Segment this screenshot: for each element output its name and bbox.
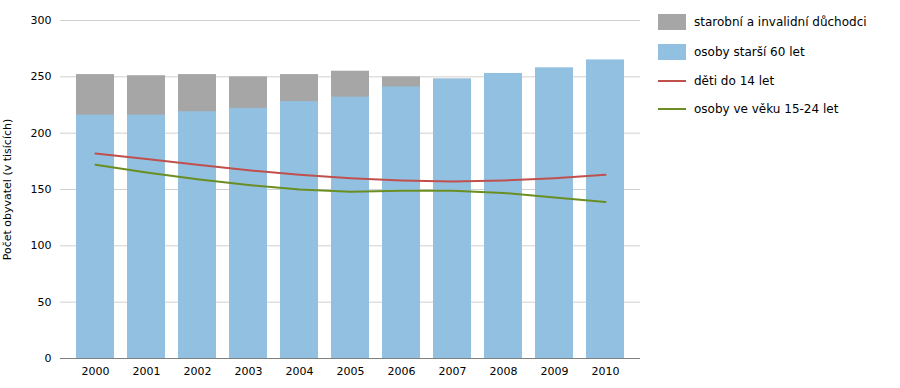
svg-text:2005: 2005 <box>337 365 365 378</box>
svg-text:2004: 2004 <box>286 365 314 378</box>
svg-text:200: 200 <box>31 127 52 140</box>
svg-text:2009: 2009 <box>541 365 569 378</box>
html-text:děti do 14 let: děti do 14 let <box>694 74 775 88</box>
svg-text:50: 50 <box>38 296 52 309</box>
svg-text:2002: 2002 <box>184 365 212 378</box>
html-text:osoby starší 60 let: osoby starší 60 let <box>694 45 805 59</box>
svg-text:2006: 2006 <box>388 365 416 378</box>
html-text:starobní a invalidní důchodci: starobní a invalidní důchodci <box>694 15 867 29</box>
svg-text:Počet obyvatel (v tisících): Počet obyvatel (v tisících) <box>1 119 14 261</box>
svg-text:250: 250 <box>31 70 52 83</box>
svg-text:2010: 2010 <box>592 365 620 378</box>
svg-text:0: 0 <box>45 352 52 365</box>
svg-text:2001: 2001 <box>133 365 161 378</box>
svg-text:150: 150 <box>31 183 52 196</box>
svg-text:100: 100 <box>31 239 52 252</box>
svg-text:2003: 2003 <box>235 365 263 378</box>
svg-text:2008: 2008 <box>490 365 518 378</box>
html-text:osoby ve věku 15-24 let: osoby ve věku 15-24 let <box>694 102 839 116</box>
svg-text:2000: 2000 <box>82 365 110 378</box>
svg-text:2007: 2007 <box>439 365 467 378</box>
svg-text:300: 300 <box>31 14 52 27</box>
